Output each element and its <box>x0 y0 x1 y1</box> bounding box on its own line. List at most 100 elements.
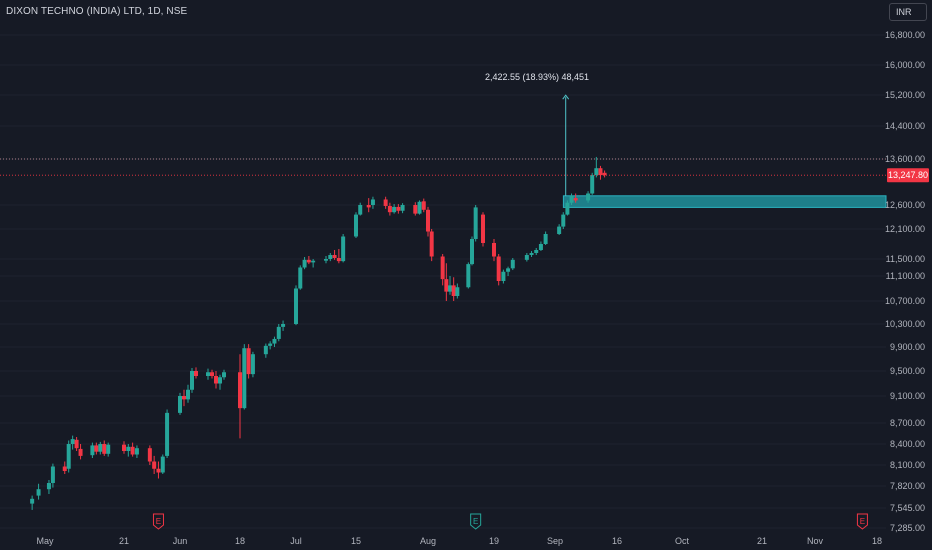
measure-arrow-head <box>562 94 570 100</box>
time-tick-label: Sep <box>547 536 563 546</box>
candle-body <box>214 376 218 384</box>
time-axis[interactable]: May 21 Jun 18 Jul 15 Aug 19 Sep 16 Oct 21 Nov 18 <box>36 536 882 546</box>
time-tick-label: 18 <box>235 536 245 546</box>
candle-body <box>586 193 591 201</box>
candle-body <box>413 205 418 214</box>
price-tick-label: 9,900.00 <box>890 342 925 352</box>
candle-body <box>302 259 307 268</box>
candle-body <box>341 236 346 262</box>
candle-body <box>160 456 165 473</box>
time-tick-label: Jun <box>173 536 188 546</box>
price-tick-label: 10,300.00 <box>885 319 925 329</box>
price-axis[interactable]: 7,285.00 7,545.00 7,820.00 8,100.00 8,400.00… <box>885 30 929 533</box>
candle-body <box>529 253 534 255</box>
time-tick-label: Aug <box>420 536 436 546</box>
time-tick-label: May <box>36 536 54 546</box>
price-tick-label: 16,000.00 <box>885 60 925 70</box>
time-tick-label: 21 <box>119 536 129 546</box>
candle-body <box>218 377 222 384</box>
zone-layer: 2,422.55 (18.93%) 48,451 <box>485 72 887 208</box>
candle-body <box>50 466 55 483</box>
time-tick-label: Oct <box>675 536 690 546</box>
time-tick-label: 19 <box>489 536 499 546</box>
time-tick-label: 18 <box>872 536 882 546</box>
price-tick-label: 11,100.00 <box>886 271 925 281</box>
last-price-tag <box>887 168 929 183</box>
candle-body <box>276 326 281 339</box>
time-tick-label: 21 <box>757 536 767 546</box>
candle-body <box>524 255 529 260</box>
candle-body <box>426 209 430 232</box>
candle-body <box>336 258 341 262</box>
candle-body <box>421 201 426 210</box>
candle-body <box>30 498 35 504</box>
candle-body <box>354 214 358 237</box>
currency-button[interactable]: INR <box>889 3 927 21</box>
candle-body <box>392 206 397 213</box>
candle-body <box>90 445 95 456</box>
candle-body <box>246 348 251 375</box>
candle-body <box>358 205 363 215</box>
candle-body <box>561 214 566 227</box>
candle-body <box>46 483 51 490</box>
demand-zone-box <box>562 195 887 208</box>
candle-body <box>481 214 485 243</box>
candle-body <box>370 199 375 205</box>
earnings-marker-label: E <box>860 517 865 526</box>
candle-body <box>496 256 501 281</box>
candle-body <box>222 372 226 378</box>
candle-body <box>98 444 103 452</box>
candle-body <box>210 372 214 376</box>
candle-body <box>281 324 286 327</box>
candle-body <box>387 205 392 213</box>
candle-body <box>194 371 198 376</box>
candle-body <box>573 198 578 201</box>
candle-body <box>178 396 182 413</box>
last-price-tag-label: 13,247.80 <box>888 170 928 180</box>
candle-body <box>466 264 471 288</box>
candle-body <box>557 226 562 234</box>
candle-body <box>294 288 298 324</box>
price-tick-label: 13,600.00 <box>885 154 925 164</box>
time-tick-label: Jul <box>290 536 302 546</box>
candle-body <box>400 205 405 211</box>
earnings-marker-badge <box>470 513 482 530</box>
price-tick-label: 7,285.00 <box>890 523 925 533</box>
earnings-marker: E <box>470 513 482 530</box>
candle-body <box>594 168 599 176</box>
candle-body <box>332 255 337 258</box>
earnings-marker-label: E <box>473 517 478 526</box>
candle-body <box>36 489 41 496</box>
time-tick-label: 15 <box>351 536 361 546</box>
candle-body <box>242 348 247 409</box>
candle-body <box>396 206 401 211</box>
price-tick-label: 15,200.00 <box>885 90 925 100</box>
candle-body <box>473 207 478 239</box>
candle-body <box>78 448 83 456</box>
time-tick-label: Nov <box>807 536 824 546</box>
price-tick-label: 7,545.00 <box>890 503 925 513</box>
price-tick-label: 12,100.00 <box>885 224 925 234</box>
candle-body <box>102 444 107 454</box>
candle-body <box>74 439 79 449</box>
candle-body <box>470 239 474 265</box>
candle-body <box>366 205 371 208</box>
candle-body <box>182 396 186 400</box>
price-tick-label: 11,500.00 <box>886 254 925 264</box>
candle-body <box>94 445 99 452</box>
time-tick-label: 16 <box>612 536 622 546</box>
candle-body <box>417 201 422 214</box>
candle-body <box>206 372 210 376</box>
candle-body <box>122 444 126 451</box>
candle-body <box>506 268 511 272</box>
candle-body <box>311 260 316 263</box>
candle-body <box>190 371 194 390</box>
candle-body <box>440 256 445 280</box>
candle-body <box>543 234 548 244</box>
candle-body <box>238 372 242 409</box>
candle-body <box>429 231 434 257</box>
price-tick-label: 16,800.00 <box>885 30 925 40</box>
price-tick-label: 9,100.00 <box>890 391 925 401</box>
